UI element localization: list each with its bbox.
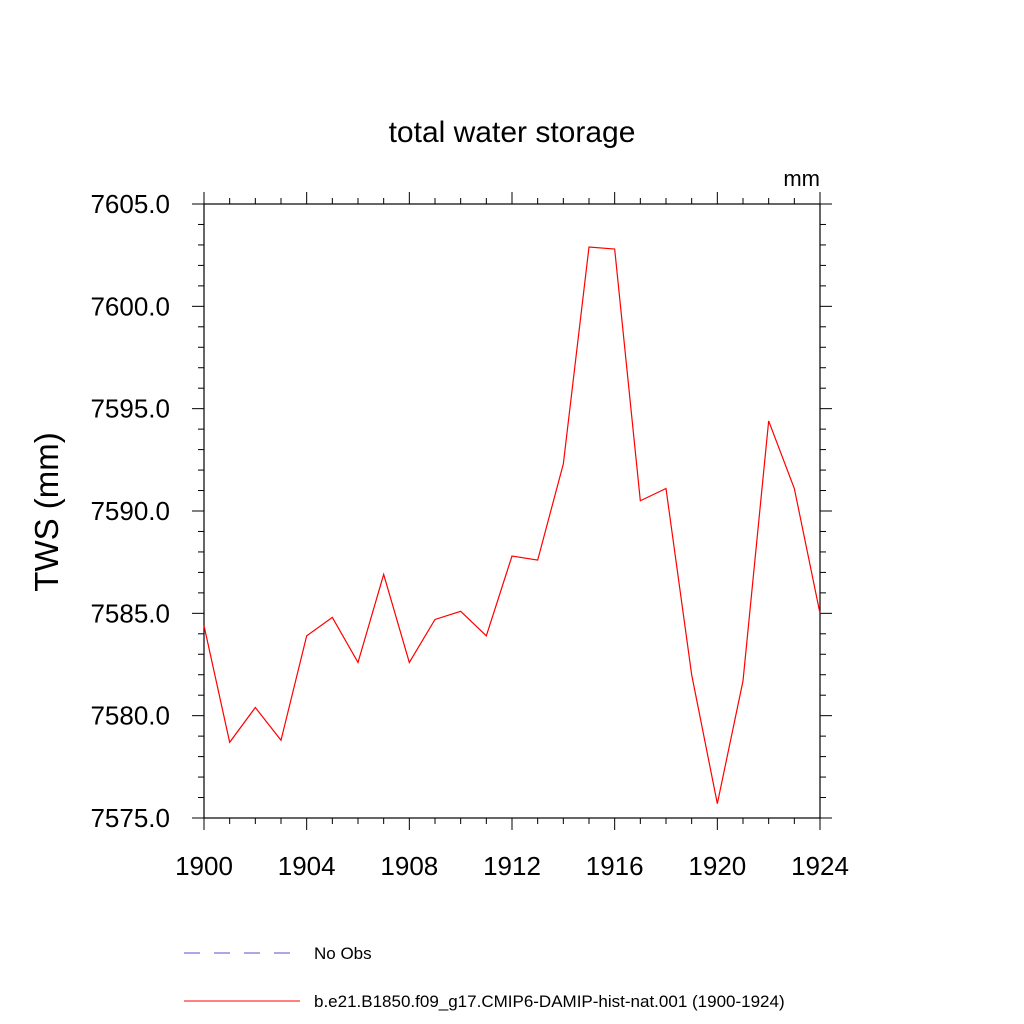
axis-ticks <box>192 192 832 830</box>
plot-frame <box>203 203 821 819</box>
series-line <box>203 246 821 804</box>
y-tick-label: 7580.0 <box>90 701 170 731</box>
y-tick-label: 7595.0 <box>90 394 170 424</box>
y-tick-label: 7575.0 <box>90 803 170 833</box>
legend: No Obs b.e21.B1850.f09_g17.CMIP6-DAMIP-hi… <box>184 944 785 1011</box>
y-tick-label: 7590.0 <box>90 496 170 526</box>
series-layer <box>203 246 821 804</box>
axis-tick-labels: 1900 1904 1908 1912 1916 1920 1924 7575.0 7580.0… <box>90 189 848 881</box>
units-label: mm <box>783 166 820 191</box>
y-tick-label: 7600.0 <box>90 291 170 321</box>
x-tick-label: 1920 <box>688 851 746 881</box>
y-axis-label: TWS (mm) <box>28 432 65 591</box>
y-tick-label: 7585.0 <box>90 598 170 628</box>
x-tick-label: 1916 <box>586 851 644 881</box>
x-tick-label: 1924 <box>791 851 849 881</box>
chart-title: total water storage <box>389 116 636 149</box>
x-tick-label: 1904 <box>278 851 336 881</box>
y-tick-label: 7605.0 <box>90 189 170 219</box>
legend-label: No Obs <box>314 944 372 963</box>
x-tick-label: 1900 <box>175 851 233 881</box>
x-tick-label: 1912 <box>483 851 541 881</box>
x-tick-label: 1908 <box>380 851 438 881</box>
legend-label: b.e21.B1850.f09_g17.CMIP6-DAMIP-hist-nat… <box>314 992 785 1011</box>
